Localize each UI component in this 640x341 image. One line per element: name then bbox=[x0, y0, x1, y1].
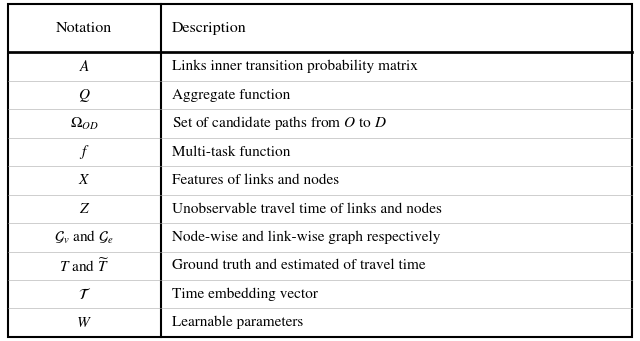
Text: Description: Description bbox=[172, 21, 247, 35]
Text: Links inner transition probability matrix: Links inner transition probability matri… bbox=[172, 60, 418, 73]
Text: $Z$: $Z$ bbox=[79, 202, 90, 216]
Text: $f$: $f$ bbox=[79, 143, 90, 161]
Text: $X$: $X$ bbox=[78, 174, 90, 188]
Text: Aggregate function: Aggregate function bbox=[172, 88, 291, 102]
Text: Ground truth and estimated of travel time: Ground truth and estimated of travel tim… bbox=[172, 259, 426, 272]
Text: Time embedding vector: Time embedding vector bbox=[172, 287, 318, 301]
Text: $\Omega_{OD}$: $\Omega_{OD}$ bbox=[70, 116, 99, 132]
Text: Learnable parameters: Learnable parameters bbox=[172, 316, 303, 329]
Text: Unobservable travel time of links and nodes: Unobservable travel time of links and no… bbox=[172, 202, 442, 216]
Text: $Q$: $Q$ bbox=[78, 87, 90, 104]
Text: Features of links and nodes: Features of links and nodes bbox=[172, 174, 339, 187]
Text: $\mathcal{T}$: $\mathcal{T}$ bbox=[77, 287, 91, 302]
Text: Node-wise and link-wise graph respectively: Node-wise and link-wise graph respective… bbox=[172, 231, 441, 244]
Text: $T$ and $\widetilde{T}$: $T$ and $\widetilde{T}$ bbox=[60, 257, 109, 275]
Text: Set of candidate paths from $O$ to $D$: Set of candidate paths from $O$ to $D$ bbox=[172, 115, 387, 133]
Text: $A$: $A$ bbox=[79, 59, 90, 74]
Text: Notation: Notation bbox=[56, 21, 113, 35]
Text: $W$: $W$ bbox=[76, 316, 92, 330]
Text: Multi-task function: Multi-task function bbox=[172, 145, 291, 159]
Text: $\mathcal{G}_v$ and $\mathcal{G}_e$: $\mathcal{G}_v$ and $\mathcal{G}_e$ bbox=[54, 229, 114, 246]
